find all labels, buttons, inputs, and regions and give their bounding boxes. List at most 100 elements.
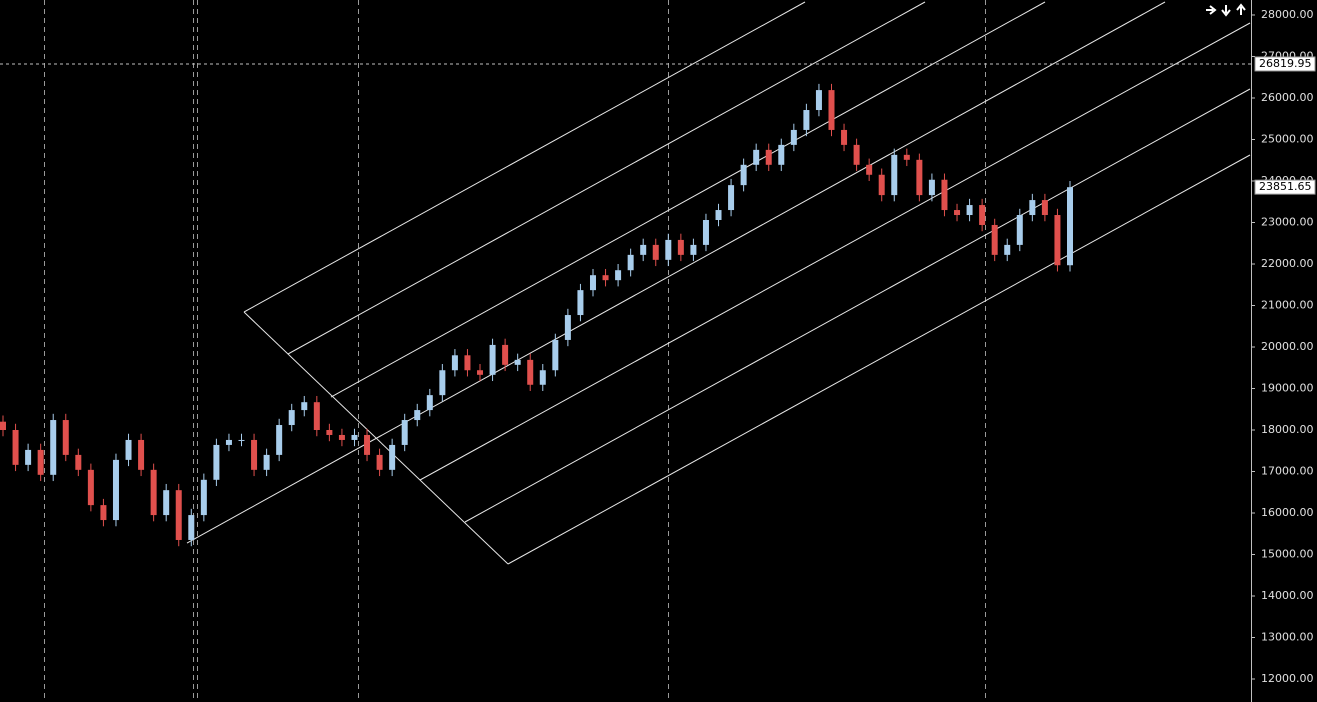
candle-body xyxy=(552,339,559,371)
channel-line xyxy=(243,1,806,313)
candle-body xyxy=(577,290,584,316)
vertical-grid xyxy=(44,0,986,702)
y-tick-label: 16000.00 xyxy=(1261,506,1314,519)
channel-line xyxy=(186,1,1166,544)
candle-body xyxy=(225,439,232,445)
candle-body xyxy=(665,239,672,260)
candle-body xyxy=(238,439,245,441)
candle-body xyxy=(602,275,609,281)
candle-body xyxy=(891,154,898,196)
candle-body xyxy=(1054,215,1061,266)
crosshair-price-label: 26819.95 xyxy=(1259,57,1312,70)
candle-body xyxy=(477,370,484,375)
candle-body xyxy=(615,270,622,281)
candle-body xyxy=(828,90,835,130)
candle-body xyxy=(338,434,345,440)
candle-body xyxy=(163,490,170,516)
candle-body xyxy=(188,515,195,540)
candle-body xyxy=(527,359,534,385)
candle-body xyxy=(138,439,145,470)
y-tick-label: 21000.00 xyxy=(1261,298,1314,311)
candle-body xyxy=(753,149,760,165)
candle-body xyxy=(903,154,910,160)
candle-body xyxy=(112,459,119,521)
y-tick-label: 18000.00 xyxy=(1261,423,1314,436)
candle-body xyxy=(401,420,408,445)
candle-body xyxy=(251,439,258,470)
candle-body xyxy=(351,434,358,440)
candle-body xyxy=(414,410,421,421)
candle-body xyxy=(790,129,797,145)
candle-body xyxy=(627,254,634,271)
candle-body xyxy=(150,469,157,516)
y-tick-label: 28000.00 xyxy=(1261,8,1314,21)
candle-body xyxy=(502,344,509,365)
candle-body xyxy=(75,454,82,470)
y-tick-label: 20000.00 xyxy=(1261,340,1314,353)
candle-body xyxy=(489,344,496,375)
candle-body xyxy=(213,444,220,480)
candle-body xyxy=(313,402,320,430)
crosshair-price-box xyxy=(1254,56,1316,72)
candle-body xyxy=(263,454,270,470)
candle-body xyxy=(326,429,333,435)
candle-body xyxy=(1016,215,1023,245)
channel-drawing[interactable] xyxy=(186,1,1251,565)
last-price-label: 23851.65 xyxy=(1259,180,1312,193)
arrow-up-button[interactable] xyxy=(1236,3,1246,15)
arrow-down-button[interactable] xyxy=(1221,5,1231,17)
candle-body xyxy=(589,275,596,291)
candle-body xyxy=(878,174,885,196)
y-tick-label: 22000.00 xyxy=(1261,257,1314,270)
y-tick-label: 25000.00 xyxy=(1261,132,1314,145)
y-tick-label: 17000.00 xyxy=(1261,464,1314,477)
candle-body xyxy=(765,149,772,165)
candle-body xyxy=(564,315,571,340)
y-tick-label: 26000.00 xyxy=(1261,91,1314,104)
candle-body xyxy=(200,479,207,516)
candle-body xyxy=(301,402,308,411)
channel-line xyxy=(419,22,1251,481)
y-tick-label: 12000.00 xyxy=(1261,672,1314,685)
candle-body xyxy=(866,164,873,175)
candle-body xyxy=(175,490,182,540)
candle-body xyxy=(1067,187,1073,266)
candle-body xyxy=(1004,244,1011,255)
candle-body xyxy=(1029,200,1036,216)
candle-body xyxy=(690,244,697,255)
candle-body xyxy=(715,210,722,221)
candle-body xyxy=(125,439,132,460)
candle-body xyxy=(954,210,961,216)
candle-body xyxy=(966,205,973,216)
candle-body xyxy=(539,370,546,385)
candle-body xyxy=(439,370,446,396)
candle-body xyxy=(916,159,923,196)
candle-body xyxy=(25,449,32,465)
candle-body xyxy=(100,505,107,521)
candle-body xyxy=(50,420,57,475)
candle-body xyxy=(451,355,458,371)
candle-body xyxy=(426,395,433,411)
y-tick-label: 13000.00 xyxy=(1261,631,1314,644)
candle-body xyxy=(364,434,371,455)
candle-body xyxy=(1041,200,1048,216)
candle-body xyxy=(815,90,822,111)
candle-body xyxy=(991,224,998,255)
arrow-right-button[interactable] xyxy=(1206,5,1217,15)
candle-body xyxy=(728,185,735,211)
candle-body xyxy=(376,454,383,470)
candle-body xyxy=(12,429,19,465)
candle-body xyxy=(464,355,471,371)
channel-line xyxy=(507,154,1251,565)
candle-body xyxy=(0,421,6,430)
candle-body xyxy=(677,239,684,255)
candle-body xyxy=(62,420,69,455)
candle-body xyxy=(514,359,521,365)
candle-body xyxy=(778,144,785,165)
price-axis: 12000.00 13000.00 14000.00 15000.00 16000.00… xyxy=(1251,8,1316,685)
candle-body xyxy=(941,179,948,211)
y-tick-label: 23000.00 xyxy=(1261,215,1314,228)
toolbar xyxy=(1206,3,1246,17)
channel-line xyxy=(287,1,926,355)
